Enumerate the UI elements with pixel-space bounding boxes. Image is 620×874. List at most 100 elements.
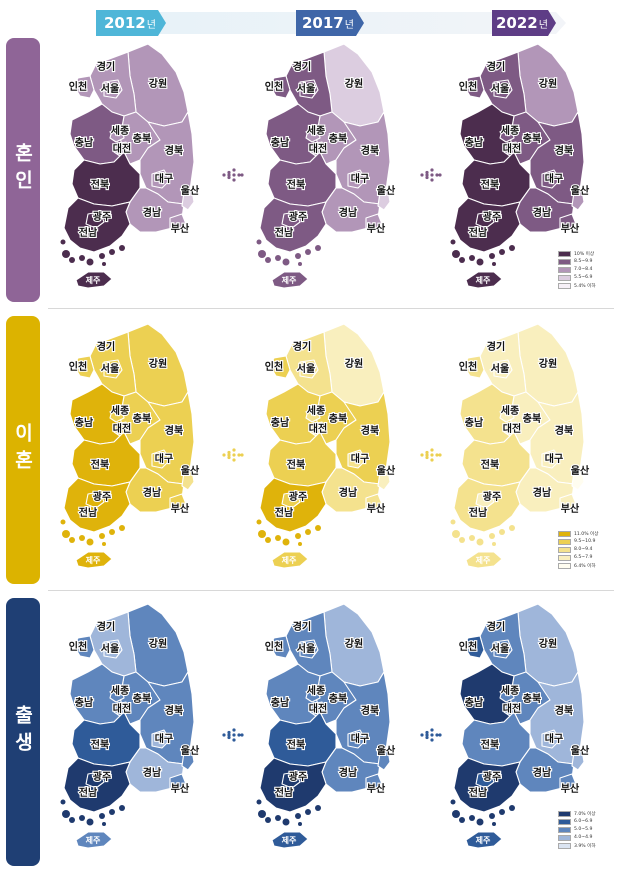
- row-divider: [48, 590, 614, 591]
- region-gwangju: [281, 491, 301, 509]
- region-jeju: [271, 551, 309, 569]
- region-seoul: [299, 359, 319, 379]
- region-label-seoul: 서울: [491, 362, 509, 375]
- legend-item: 5.5~6.9: [558, 274, 620, 281]
- region-label-gangwon: 강원: [345, 77, 363, 90]
- island: [102, 822, 106, 826]
- island: [450, 799, 456, 805]
- region-label-gangwon: 강원: [345, 357, 363, 370]
- region-label-jeonbuk: 전북: [91, 458, 109, 471]
- legend-swatch: [558, 538, 571, 545]
- region-label-jeonbuk: 전북: [91, 738, 109, 751]
- region-label-ulsan: 울산: [377, 744, 396, 757]
- region-label-incheon: 인천: [69, 360, 87, 373]
- legend-swatch: [558, 274, 571, 281]
- region-label-incheon: 인천: [69, 80, 87, 93]
- island: [109, 249, 115, 255]
- legend-item: 5.0~5.9: [558, 826, 620, 833]
- legend-text: 6.0~6.9: [574, 819, 593, 824]
- region-label-jeju: 제주: [476, 835, 491, 845]
- region-label-ulsan: 울산: [181, 464, 200, 477]
- region-label-gyeonggi: 경기: [487, 620, 505, 633]
- region-sejong: [109, 127, 125, 143]
- island: [265, 257, 271, 263]
- region-daegu: [541, 449, 561, 469]
- island: [99, 813, 105, 819]
- region-label-sejong: 세종: [111, 684, 129, 697]
- legend-swatch: [558, 834, 571, 841]
- region-daegu: [541, 729, 561, 749]
- island: [489, 533, 495, 539]
- region-label-jeju: 제주: [86, 835, 101, 845]
- island: [119, 805, 125, 811]
- region-ulsan: [571, 749, 585, 771]
- region-label-sejong: 세종: [501, 684, 519, 697]
- island: [99, 253, 105, 259]
- region-label-daegu: 대구: [351, 452, 369, 465]
- island: [499, 809, 505, 815]
- island: [99, 533, 105, 539]
- island: [476, 258, 484, 266]
- island: [450, 519, 456, 525]
- region-incheon: [269, 355, 291, 379]
- island: [265, 537, 271, 543]
- island: [315, 245, 321, 251]
- island: [315, 525, 321, 531]
- region-seoul: [103, 359, 123, 379]
- legend-item: 7.0~8.4: [558, 266, 620, 273]
- island: [295, 813, 301, 819]
- region-label-gwangju: 광주: [289, 771, 307, 783]
- legend-item: 8.5~9.9: [558, 258, 620, 265]
- island: [86, 538, 94, 546]
- island: [305, 809, 311, 815]
- island: [298, 542, 302, 546]
- region-label-gyeonggi: 경기: [97, 60, 115, 73]
- region-busan: [169, 773, 187, 791]
- region-label-daegu: 대구: [351, 172, 369, 185]
- region-label-jeonnam: 전남: [275, 506, 294, 519]
- region-sejong: [499, 687, 515, 703]
- divorce-legend: 11.0% 이상 9.5~10.9 8.0~9.4 6.5~7.9 6.4% 이하: [558, 530, 620, 570]
- island: [60, 239, 66, 245]
- year-label-2017: 2017년: [302, 14, 354, 32]
- region-label-jeonnam: 전남: [469, 226, 488, 239]
- region-label-gyeongnam: 경남: [533, 486, 552, 499]
- marriage-map-2017: 경기 서울 인천 강원 충북 충남 세종 대전 경북 대구 전북 광주 전남 경남 울산 부산 제주: [256, 42, 397, 297]
- region-label-gyeongbuk: 경북: [361, 704, 379, 717]
- region-label-gyeonggi: 경기: [487, 340, 505, 353]
- region-seoul: [299, 79, 319, 99]
- legend-item: 10% 이상: [558, 250, 620, 257]
- island: [60, 519, 66, 525]
- island: [452, 250, 460, 258]
- island: [79, 535, 85, 541]
- legend-item: 4.0~4.9: [558, 834, 620, 841]
- island: [69, 817, 75, 823]
- region-ulsan: [377, 189, 391, 211]
- region-label-ulsan: 울산: [571, 744, 590, 757]
- legend-text: 11.0% 이상: [574, 531, 599, 537]
- region-label-busan: 부산: [561, 782, 580, 795]
- island: [256, 799, 262, 805]
- region-label-jeonbuk: 전북: [481, 738, 499, 751]
- region-label-daegu: 대구: [545, 732, 563, 745]
- region-label-gyeongnam: 경남: [143, 206, 162, 219]
- region-label-chungnam: 충남: [75, 416, 94, 429]
- region-label-jeju: 제주: [282, 835, 297, 845]
- island: [282, 818, 290, 826]
- legend-swatch: [558, 530, 571, 537]
- region-seoul: [103, 639, 123, 659]
- dotted-arrow-icon: [420, 726, 442, 744]
- legend-swatch: [558, 818, 571, 825]
- region-label-ulsan: 울산: [571, 184, 590, 197]
- region-label-jeonnam: 전남: [275, 226, 294, 239]
- legend-item: 6.5~7.9: [558, 554, 620, 561]
- island: [452, 530, 460, 538]
- region-label-jeonnam: 전남: [469, 506, 488, 519]
- region-jeju: [271, 831, 309, 849]
- region-busan: [365, 213, 383, 231]
- region-label-gyeonggi: 경기: [487, 60, 505, 73]
- region-busan: [169, 213, 187, 231]
